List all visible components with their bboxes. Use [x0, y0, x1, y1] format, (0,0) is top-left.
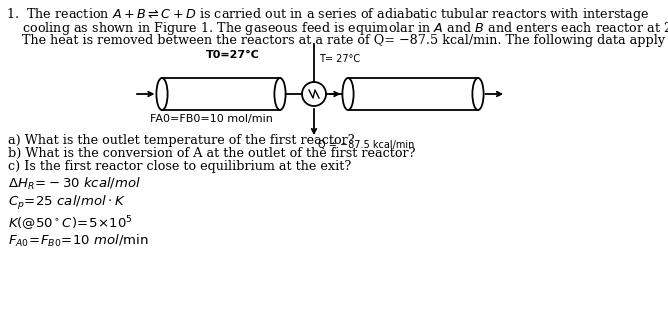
Text: $\Delta H_R\!=\!-30\ kcal/mol$: $\Delta H_R\!=\!-30\ kcal/mol$ — [8, 176, 141, 192]
Text: c) Is the first reactor close to equilibrium at the exit?: c) Is the first reactor close to equilib… — [8, 160, 351, 173]
Bar — [162, 78, 280, 110]
Ellipse shape — [275, 78, 286, 110]
Text: a) What is the outlet temperature of the first reactor?: a) What is the outlet temperature of the… — [8, 134, 355, 147]
Text: FA0=FB0=10 mol/min: FA0=FB0=10 mol/min — [150, 114, 273, 124]
Text: T= 27°C: T= 27°C — [319, 54, 360, 64]
Text: Q = −87.5 kcal/min: Q = −87.5 kcal/min — [318, 140, 414, 150]
Ellipse shape — [156, 78, 168, 110]
Ellipse shape — [343, 78, 353, 110]
Text: b) What is the conversion of A at the outlet of the first reactor?: b) What is the conversion of A at the ou… — [8, 147, 415, 160]
Text: The heat is removed between the reactors at a rate of Q= −87.5 kcal/min. The fol: The heat is removed between the reactors… — [6, 34, 665, 47]
Text: cooling as shown in Figure 1. The gaseous feed is equimolar in $A$ and $B$ and e: cooling as shown in Figure 1. The gaseou… — [6, 20, 668, 37]
Text: $K(@50^\circ C)\!=\!5\!\times\!10^5$: $K(@50^\circ C)\!=\!5\!\times\!10^5$ — [8, 214, 133, 232]
Text: 1.  The reaction $A+B\rightleftharpoons C+D$ is carried out in a series of adiab: 1. The reaction $A+B\rightleftharpoons C… — [6, 6, 649, 23]
Text: $F_{A0}\!=\!F_{B0}\!=\!10\ mol/\mathrm{min}$: $F_{A0}\!=\!F_{B0}\!=\!10\ mol/\mathrm{m… — [8, 233, 149, 249]
Text: $C_p\!=\!25\ cal/mol \cdot K$: $C_p\!=\!25\ cal/mol \cdot K$ — [8, 194, 126, 212]
Ellipse shape — [472, 78, 484, 110]
Text: T0=27°C: T0=27°C — [206, 50, 260, 60]
Bar — [348, 78, 478, 110]
